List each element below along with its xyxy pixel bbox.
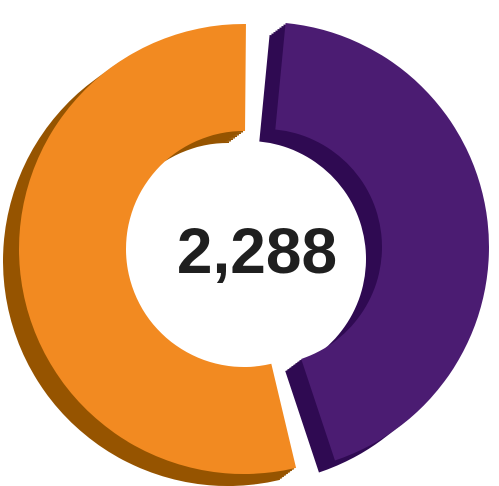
donut-slice-orange[interactable] <box>19 23 297 474</box>
donut-slice-purple[interactable] <box>275 23 490 461</box>
center-total-label: 2,288 <box>177 215 337 287</box>
